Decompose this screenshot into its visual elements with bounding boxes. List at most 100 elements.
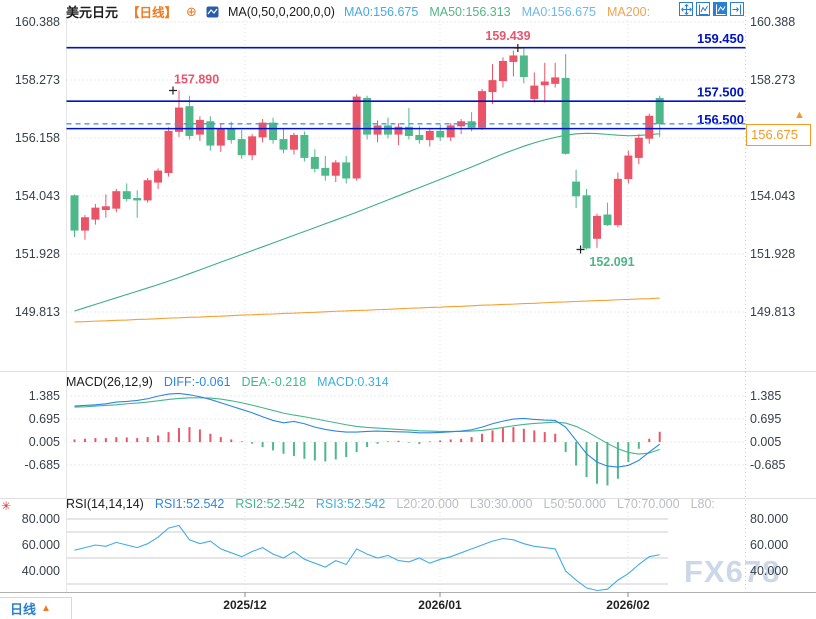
add-indicator-icon[interactable]: ⊕ <box>186 4 197 19</box>
candle <box>519 55 528 78</box>
candle <box>488 80 497 93</box>
y-axis-label: 0.005 <box>28 434 60 449</box>
y-axis-label: 60.000 <box>21 538 60 552</box>
swing-marker-icon <box>513 44 522 53</box>
macd-plot <box>73 427 661 486</box>
y-axis-label: 160.388 <box>750 15 796 29</box>
y-axis-label: 80.000 <box>750 512 789 526</box>
y-axis-label: 0.005 <box>750 434 782 449</box>
macd-readout: DIFF:-0.061 <box>163 375 231 389</box>
candle <box>363 97 372 135</box>
ma-value: MA50:156.313 <box>429 4 511 19</box>
candle <box>561 77 570 154</box>
candle <box>593 215 601 239</box>
y-axis-label: -0.685 <box>24 457 60 472</box>
tab-arrow-icon: ▲ <box>41 603 51 614</box>
candle <box>645 115 654 139</box>
candle <box>603 214 612 226</box>
rsi-readouts: RSI1:52.542 RSI2:52.542 RSI3:52.542 L20:20.… <box>155 497 715 511</box>
y-axis-label: 0.695 <box>28 411 60 426</box>
fit-vertical-icon[interactable] <box>696 2 710 16</box>
candle <box>143 180 152 201</box>
candle <box>258 122 267 138</box>
level-label: 157.500 <box>697 85 744 100</box>
candle <box>321 167 330 176</box>
rsi-readout: L80: <box>690 497 715 511</box>
exit-chart-icon[interactable] <box>730 2 744 16</box>
level-label: 156.500 <box>697 112 744 127</box>
swing-marker-icon <box>576 245 585 254</box>
level-label: 159.450 <box>697 31 744 46</box>
candle <box>133 198 142 201</box>
candle <box>498 60 507 82</box>
candle <box>467 121 476 128</box>
candle <box>509 55 518 62</box>
rsi-readout: L70:70.000 <box>617 497 680 511</box>
candle <box>216 128 225 146</box>
price-up-arrow-icon: ▲ <box>794 109 805 121</box>
ma-value: MA0:156.675 <box>521 4 596 19</box>
candle <box>70 195 79 231</box>
candle <box>373 125 382 135</box>
candle <box>582 195 591 249</box>
y-axis-label: 151.928 <box>14 246 60 261</box>
candle <box>342 162 351 179</box>
ma-value: MA200: <box>606 4 651 19</box>
rsi-readout: RSI2:52.542 <box>235 497 305 511</box>
pan-icon[interactable] <box>679 2 693 16</box>
candle <box>237 139 246 156</box>
watermark: FX678 <box>684 554 781 589</box>
y-axis-label: 158.273 <box>750 72 796 87</box>
candle <box>185 106 194 136</box>
y-axis-label: -0.685 <box>750 457 786 472</box>
macd-readouts: DIFF:-0.061 DEA:-0.218 MACD:0.314 <box>164 375 389 389</box>
scale-axis-icon[interactable] <box>713 2 727 16</box>
candle <box>248 136 257 156</box>
y-axis-label: 0.695 <box>750 411 782 426</box>
y-axis-label: 158.273 <box>14 72 60 87</box>
candle <box>300 134 309 158</box>
ma200-line <box>74 297 660 323</box>
indicator-settings-icon[interactable]: ✳ <box>1 499 12 513</box>
candle <box>112 191 121 209</box>
macd-diff-line <box>74 392 661 468</box>
candle <box>206 121 215 146</box>
y-axis-label: 154.043 <box>14 188 60 203</box>
rsi-readout: RSI3:52.542 <box>315 497 386 511</box>
rsi-readout: L20:20.000 <box>396 497 459 511</box>
candle <box>101 206 110 211</box>
y-axis-label: 156.158 <box>14 130 60 145</box>
timeframe-tab-label: 日线 <box>10 602 37 617</box>
price-annotations: 157.890 159.439 152.091 <box>169 29 635 269</box>
candle <box>279 139 288 150</box>
y-axis-label: 1.385 <box>750 388 782 403</box>
candle <box>551 77 560 84</box>
horizontal-level-lines[interactable]: 159.450 157.500 156.500 <box>66 31 746 130</box>
candle <box>91 207 100 220</box>
ma-settings-label: MA(0,50,0,200,0,0) <box>227 4 335 19</box>
candle <box>624 155 633 180</box>
candle <box>457 121 466 127</box>
rsi-title: RSI(14,14,14) <box>66 497 144 511</box>
macd-readout: MACD:0.314 <box>317 375 389 389</box>
swing-marker-icon <box>169 86 177 95</box>
y-axis-label: 151.928 <box>750 246 796 261</box>
price-annotation: 159.439 <box>485 29 530 43</box>
candle <box>425 130 434 141</box>
chart-toolbar <box>679 2 744 16</box>
timeframe-tag[interactable]: 【日线】 <box>127 6 178 20</box>
macd-dea-line <box>74 397 660 455</box>
price-annotation: 152.091 <box>589 255 634 269</box>
candle <box>655 97 664 125</box>
timeframe-tab[interactable]: 日线 ▲ <box>0 597 72 619</box>
macd-title: MACD(26,12,9) <box>66 375 153 389</box>
candle <box>331 162 340 176</box>
y-axis-label: 60.000 <box>750 538 789 552</box>
ma-values: MA0:156.675 MA50:156.313 MA0:156.675 MA200: <box>344 5 650 19</box>
candle <box>269 122 278 141</box>
rsi-readout: L30:30.000 <box>469 497 533 511</box>
y-axis-label: 149.813 <box>750 304 796 319</box>
y-axis-label: 1.385 <box>28 388 60 403</box>
candle <box>154 170 163 183</box>
